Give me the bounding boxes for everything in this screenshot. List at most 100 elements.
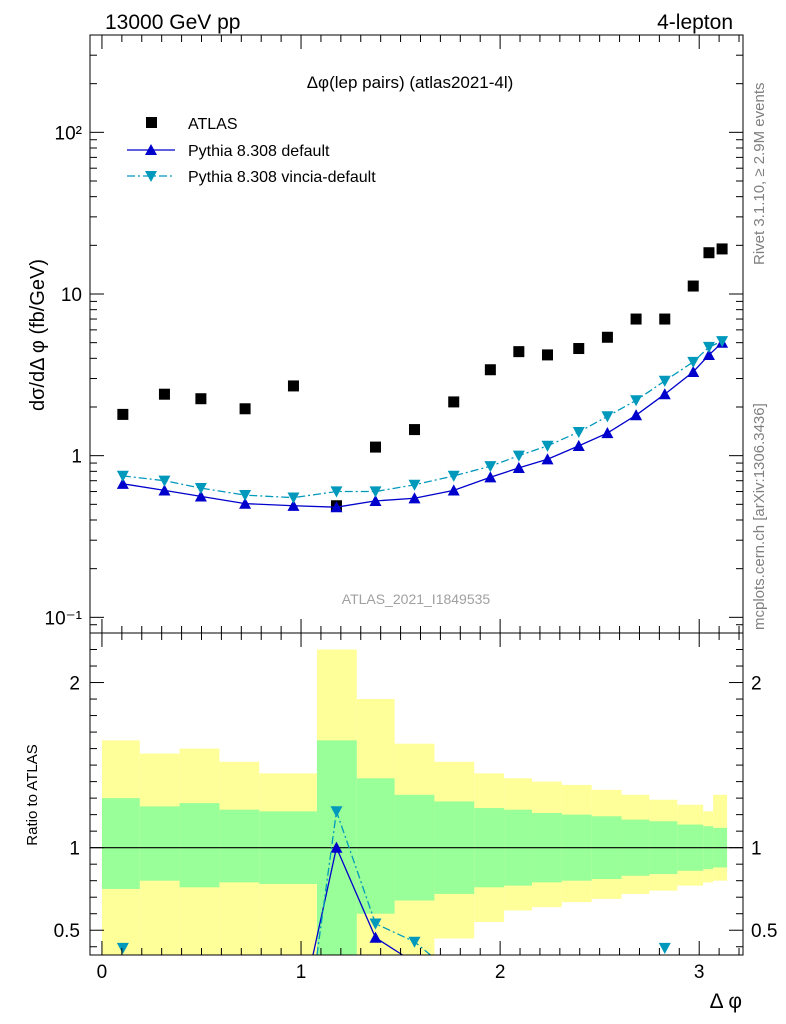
data-point-atlas (484, 364, 496, 376)
band-inner-bin (179, 803, 220, 888)
data-point-atlas (573, 343, 585, 355)
data-point-atlas (703, 247, 715, 259)
band-inner-bin (356, 778, 395, 914)
band-inner-bin (219, 809, 260, 883)
main-data-layer (116, 243, 729, 513)
data-point-pythia-default (408, 492, 421, 504)
data-point-pythia-default (601, 427, 614, 439)
ratio-frame (89, 632, 744, 956)
data-point-atlas (158, 388, 170, 400)
y-axis-label: dσ/dΔ φ (fb/GeV) (27, 259, 49, 411)
legend-item-atlas: ATLAS (146, 116, 238, 133)
ratio-point-1 (330, 806, 343, 818)
data-point-atlas (541, 349, 553, 361)
data-point-pythia-default (512, 461, 525, 474)
data-point-pythia-vincia (630, 395, 643, 407)
ratio-point-1 (408, 936, 421, 948)
x-tick-label: 0 (97, 962, 108, 983)
data-point-pythia-vincia (194, 483, 207, 495)
data-point-atlas (195, 393, 207, 405)
ratio-y-tick-label-right: 0.5 (751, 921, 777, 942)
legend-label-pythia-default: Pythia 8.308 default (188, 143, 330, 160)
data-point-pythia-default (447, 484, 460, 496)
data-point-atlas (601, 331, 613, 343)
y-tick-label: 10² (55, 123, 82, 144)
main-axes: 10⁻¹ 1 10 10² (45, 35, 743, 633)
data-point-pythia-vincia (601, 411, 614, 423)
y-tick-label: 10⁻¹ (45, 608, 83, 629)
data-point-pythia-default (158, 484, 171, 496)
data-point-pythia-default (630, 409, 643, 421)
x-axis-label: Δ φ (710, 990, 742, 1013)
data-point-pythia-default (702, 348, 715, 361)
ratio-panel: Ratio to ATLAS 0.5 0.5 1 1 2 2 0 1 2 3 Δ φ (24, 632, 777, 1013)
data-point-pythia-vincia (484, 461, 497, 473)
data-point-pythia-default (658, 388, 671, 400)
data-point-pythia-vincia (408, 479, 421, 491)
header-left: 13000 GeV pp (105, 11, 240, 34)
data-point-pythia-default (239, 497, 252, 509)
watermark: ATLAS_2021_I1849535 (342, 591, 491, 607)
side-label-top: Rivet 3.1.10, ≥ 2.9M events (751, 83, 768, 266)
ratio-point-1 (369, 918, 382, 930)
data-point-atlas (630, 313, 642, 325)
ratio-offscale-marker (116, 942, 129, 954)
legend-label-atlas: ATLAS (188, 116, 238, 133)
data-point-pythia-vincia (716, 336, 729, 348)
data-point-pythia-vincia (702, 341, 715, 354)
data-point-atlas (239, 403, 251, 415)
legend-item-pythia-default: Pythia 8.308 default (127, 143, 330, 160)
data-point-atlas (117, 408, 129, 420)
ratio-point-0 (369, 931, 382, 943)
data-point-pythia-vincia (369, 486, 382, 498)
data-point-atlas (659, 313, 671, 325)
main-title: Δφ(lep pairs) (atlas2021-4l) (307, 73, 514, 92)
x-tick-label: 3 (694, 962, 705, 983)
series-line-1 (122, 342, 723, 508)
y-tick-label: 1 (71, 447, 82, 468)
data-point-pythia-default (194, 490, 207, 502)
data-point-pythia-vincia (658, 375, 671, 387)
ratio-axes: 0.5 0.5 1 1 2 2 0 1 2 3 (54, 633, 777, 983)
ratio-y-tick-label: 0.5 (54, 921, 80, 942)
data-point-pythia-vincia (447, 470, 460, 482)
data-point-pythia-vincia (116, 470, 129, 482)
data-point-pythia-default (369, 494, 382, 507)
legend: ATLAS Pythia 8.308 default Pythia 8.308 … (127, 116, 376, 186)
data-point-pythia-default (687, 365, 700, 377)
y-tick-label: 10 (61, 285, 82, 306)
data-point-atlas (287, 380, 299, 392)
data-point-pythia-vincia (541, 440, 554, 452)
legend-marker-atlas (146, 117, 157, 128)
band-inner-bin (101, 798, 140, 889)
band-inner-bin (139, 806, 180, 881)
data-point-atlas (716, 243, 728, 255)
data-point-pythia-default (484, 471, 497, 483)
legend-label-pythia-vincia: Pythia 8.308 vincia-default (188, 169, 376, 186)
data-point-pythia-default (572, 439, 585, 451)
data-point-pythia-default (541, 453, 554, 465)
ratio-y-axis-label: Ratio to ATLAS (24, 744, 41, 845)
data-point-atlas (409, 424, 421, 436)
legend-marker-pythia-default (145, 144, 157, 155)
ratio-y-tick-label: 1 (69, 839, 80, 860)
data-point-pythia-default (330, 501, 343, 513)
x-tick-label: 2 (495, 962, 506, 983)
ratio-y-tick-label-right: 1 (751, 839, 762, 860)
legend-item-pythia-vincia: Pythia 8.308 vincia-default (127, 169, 376, 186)
data-point-pythia-default (116, 477, 129, 489)
data-point-pythia-vincia (330, 486, 343, 498)
side-label-bottom: mcplots.cern.ch [arXiv:1306.3436] (751, 403, 768, 630)
header-right: 4-lepton (657, 11, 733, 34)
main-panel: Δφ(lep pairs) (atlas2021-4l) ATLAS_2021_… (27, 34, 744, 634)
data-point-pythia-vincia (158, 475, 171, 487)
legend-marker-pythia-vincia (145, 171, 157, 182)
ratio-data-layer (90, 649, 743, 956)
data-point-atlas (513, 346, 525, 358)
data-point-pythia-vincia (572, 426, 585, 439)
data-point-pythia-default (287, 499, 300, 511)
ratio-y-tick-label-right: 2 (751, 674, 762, 695)
data-point-atlas (448, 396, 460, 408)
ratio-offscale-marker (658, 942, 671, 954)
